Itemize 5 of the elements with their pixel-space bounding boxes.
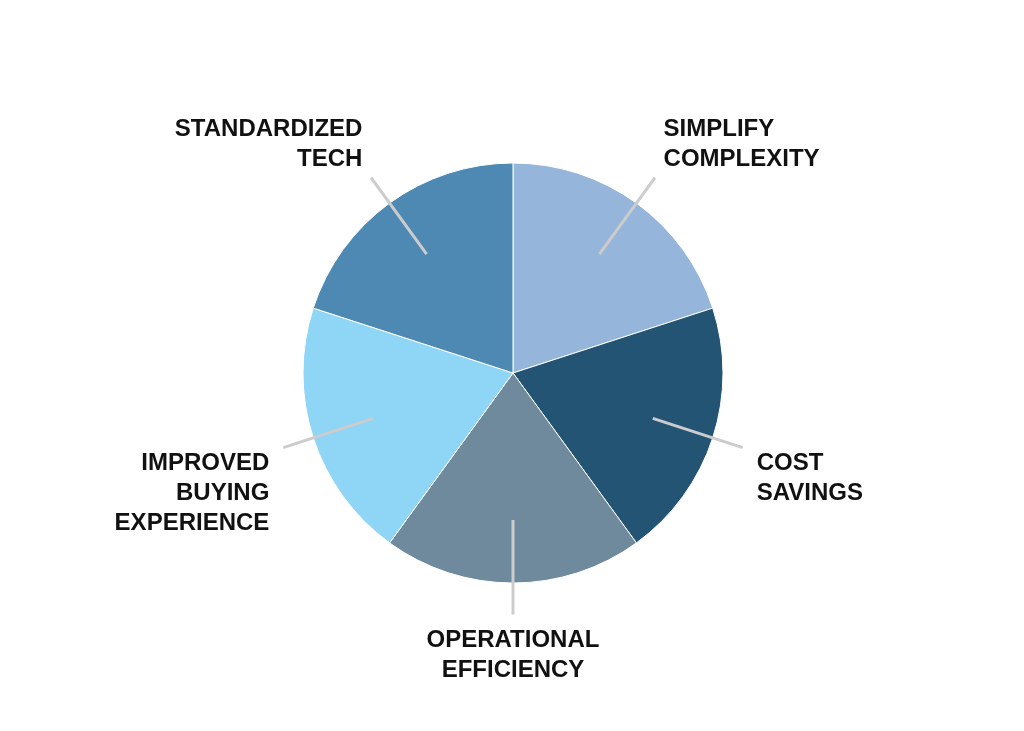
slice-label: STANDARDIZED TECH — [174, 113, 363, 171]
slice-label: SIMPLIFY COMPLEXITY — [663, 113, 820, 171]
slice-label: COST SAVINGS — [756, 448, 863, 506]
slice-label: OPERATIONAL EFFICIENCY — [426, 625, 600, 683]
slice-label: IMPROVED BUYING EXPERIENCE — [114, 448, 270, 536]
